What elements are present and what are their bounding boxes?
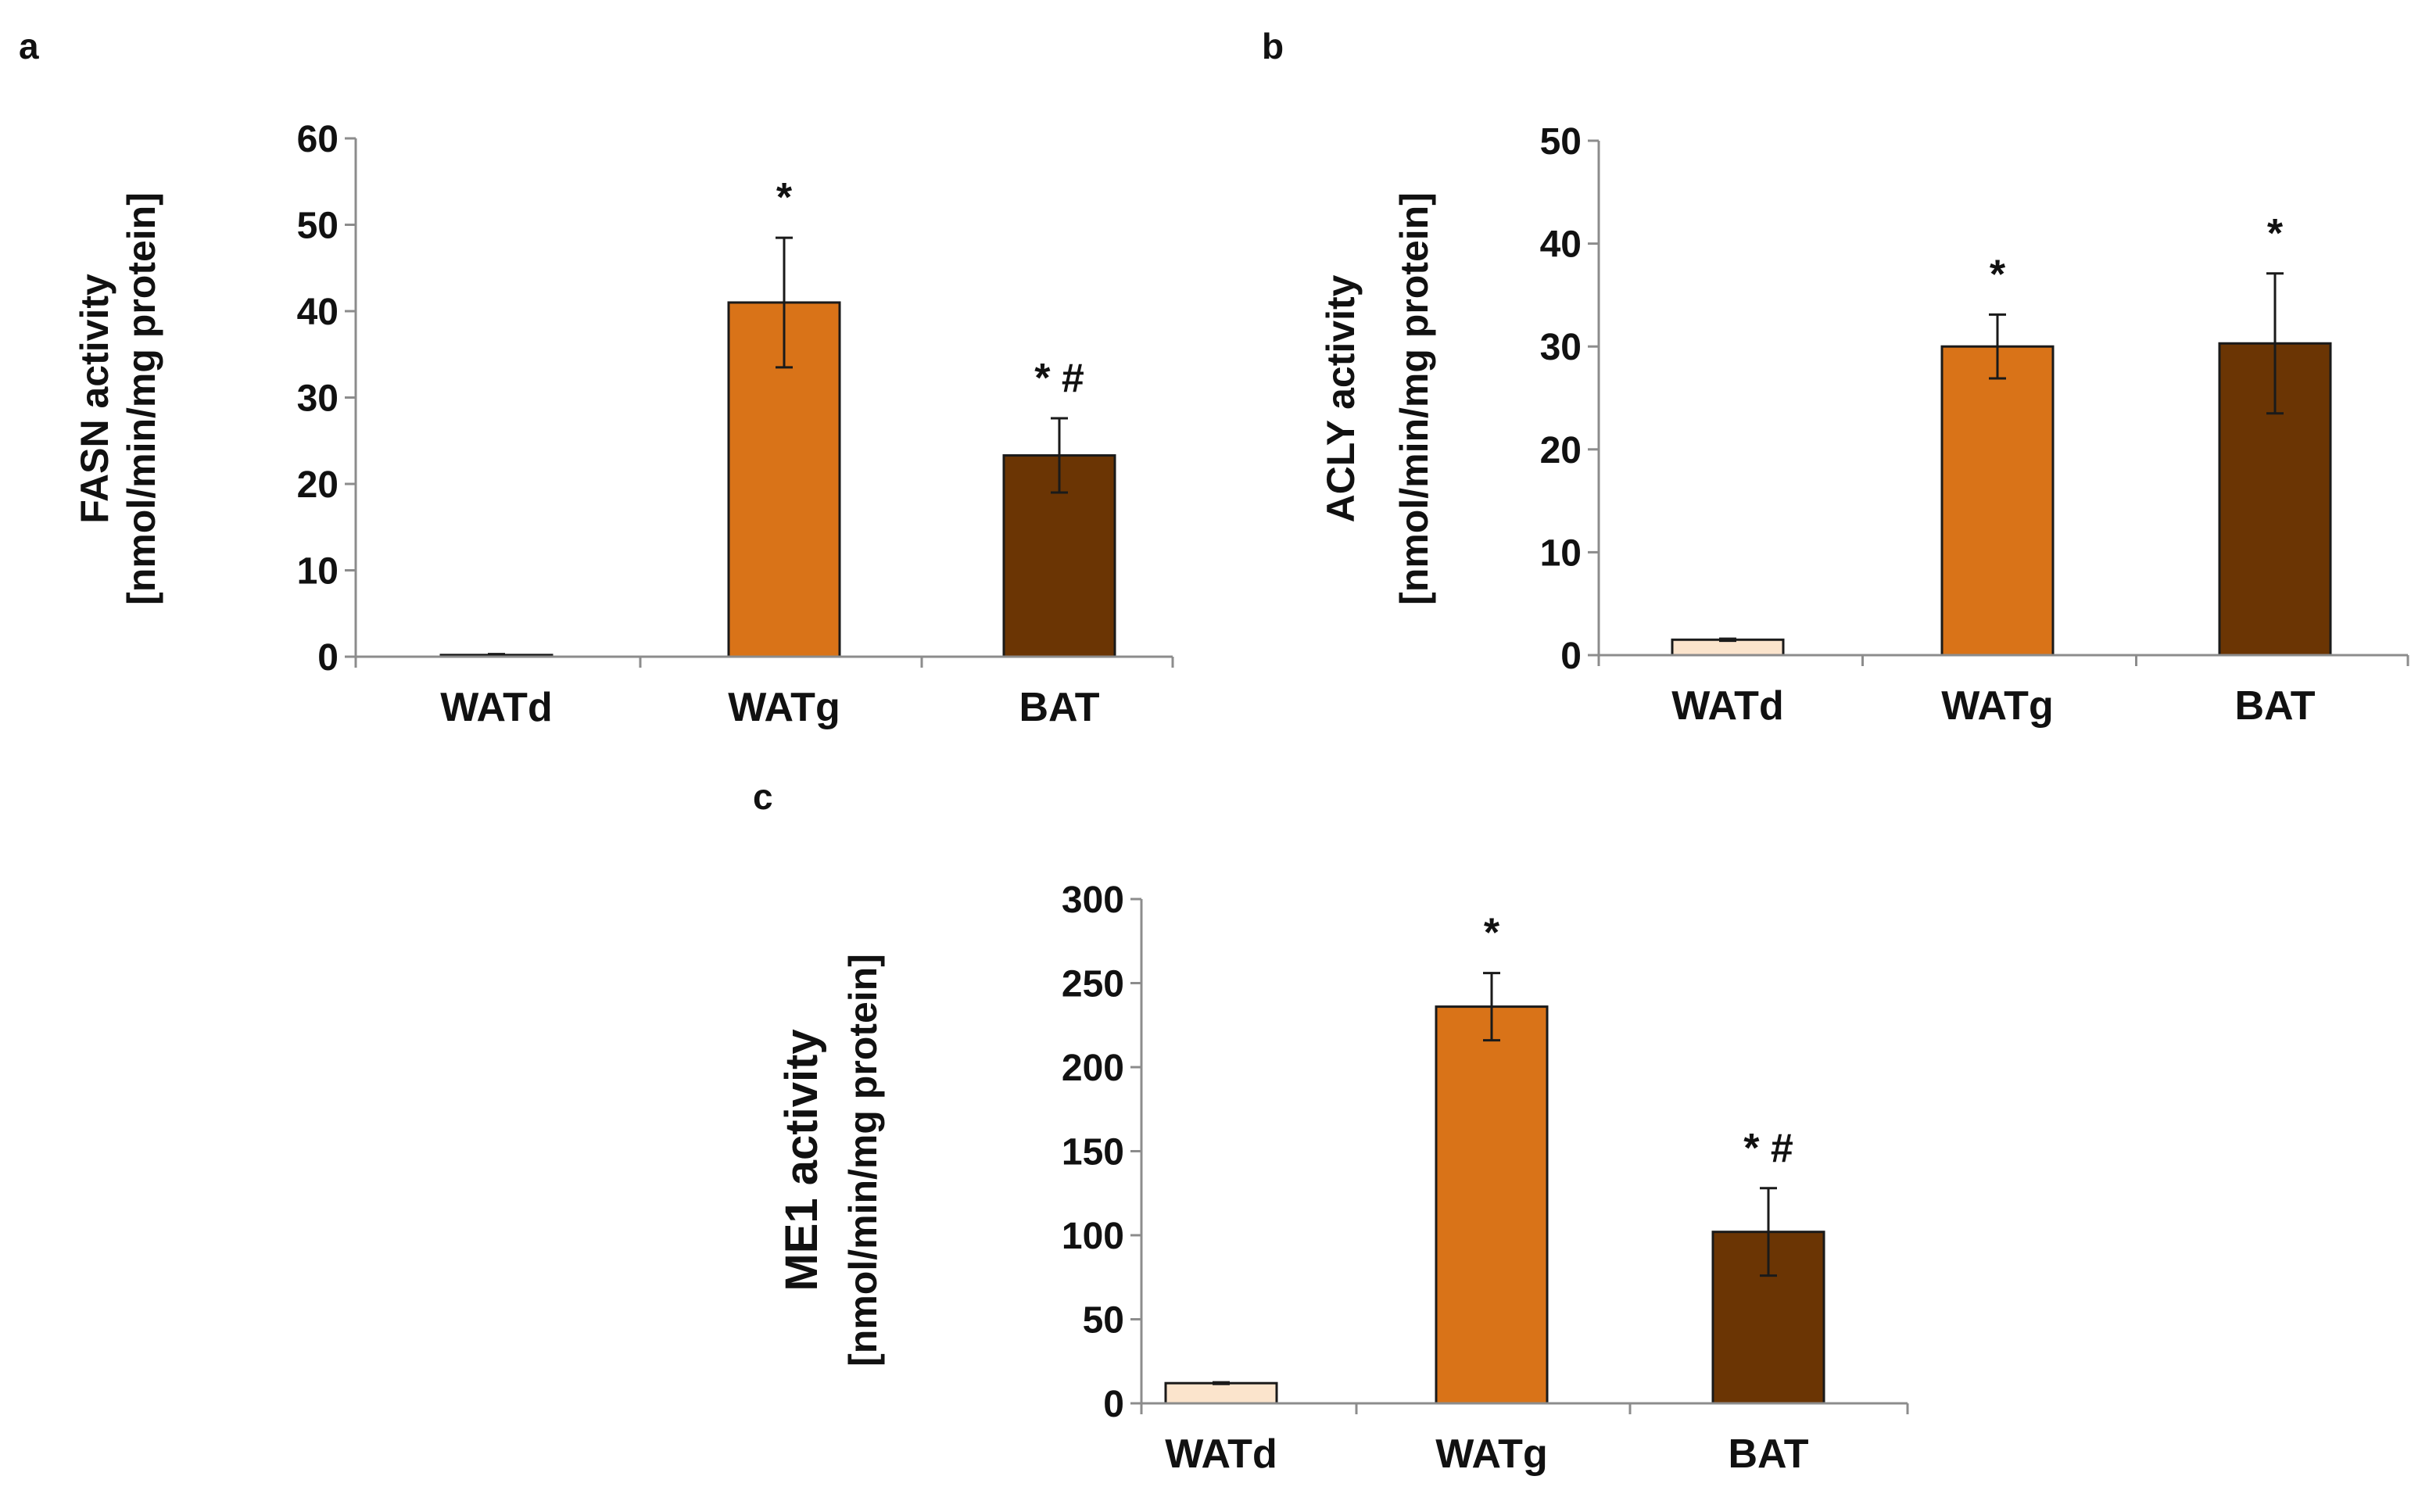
y-axis-unit: [nmol/min/mg protein]: [120, 192, 163, 605]
x-tick-label: WATd: [440, 685, 552, 730]
y-tick-label: 10: [1540, 532, 1582, 574]
y-tick-label: 0: [1560, 636, 1582, 677]
y-ticks: 0 50 100 150 200 250 300: [1062, 880, 1141, 1425]
x-ticks: WATd WATg BAT: [1140, 1403, 1909, 1477]
axes: [354, 138, 1173, 658]
x-tick-label: BAT: [1728, 1431, 1808, 1477]
panel-c: c ME1 activity [nmol/min/mg protein] 0 50…: [753, 776, 1909, 1477]
y-axis-unit: [nmol/min/mg protein]: [1392, 192, 1436, 605]
y-ticks: 0 10 20 30 40 50: [1540, 121, 1599, 677]
x-tick-label: BAT: [2234, 683, 2315, 729]
y-tick-label: 100: [1062, 1216, 1124, 1257]
y-tick-label: 300: [1062, 880, 1124, 921]
bars: * * #: [1164, 911, 1825, 1405]
significance-label: * #: [1034, 356, 1084, 401]
panel-letter: c: [753, 776, 773, 817]
panel-b: b ACLY activity [nmol/min/mg protein] 0 1…: [1262, 26, 2409, 729]
y-tick-label: 20: [297, 464, 339, 506]
y-tick-label: 30: [1540, 327, 1582, 368]
x-tick-label: WATd: [1671, 683, 1783, 729]
y-tick-label: 40: [297, 292, 339, 333]
axes: [1597, 141, 2408, 657]
significance-label: * #: [1743, 1126, 1793, 1171]
x-ticks: WATd WATg BAT: [354, 657, 1174, 730]
significance-label: *: [2267, 211, 2284, 256]
axes: [1140, 899, 1908, 1405]
y-axis-title: ACLY activity: [1319, 274, 1363, 522]
y-tick-label: 250: [1062, 964, 1124, 1005]
y-tick-label: 150: [1062, 1132, 1124, 1173]
y-tick-label: 60: [297, 119, 339, 160]
y-tick-label: 0: [1103, 1384, 1124, 1425]
y-tick-label: 30: [297, 378, 339, 420]
y-axis-title: ME1 activity: [776, 1029, 827, 1291]
y-tick-label: 10: [297, 551, 339, 593]
bar-WATd: [1164, 1381, 1278, 1405]
y-tick-label: 200: [1062, 1048, 1124, 1089]
panel-a: a FASN activity [nmol/min/mg protein] 0 1…: [19, 26, 1174, 730]
y-tick-label: 0: [317, 637, 339, 679]
significance-label: *: [1990, 252, 2006, 297]
y-axis-unit: [nmol/min/mg protein]: [841, 954, 885, 1367]
x-tick-label: WATg: [1941, 683, 2053, 729]
y-tick-label: 20: [1540, 430, 1582, 471]
y-ticks: 0 10 20 30 40 50 60: [297, 119, 356, 679]
y-axis-title: FASN activity: [73, 274, 116, 524]
bars: * * #: [439, 175, 1116, 658]
panel-letter: a: [19, 26, 39, 66]
significance-label: *: [776, 175, 793, 220]
x-tick-label: WATd: [1165, 1431, 1277, 1477]
bar-WATg: [1940, 345, 2055, 657]
bar-WATd: [1671, 638, 1785, 657]
bar-WATg: [1435, 1005, 1549, 1405]
significance-label: *: [1484, 911, 1500, 956]
bars: **: [1671, 211, 2332, 657]
panel-letter: b: [1262, 26, 1284, 66]
x-tick-label: BAT: [1019, 685, 1099, 730]
y-tick-label: 50: [1083, 1300, 1124, 1342]
x-tick-label: WATg: [728, 685, 840, 730]
y-tick-label: 40: [1540, 224, 1582, 266]
x-ticks: WATd WATg BAT: [1597, 655, 2409, 729]
y-tick-label: 50: [297, 206, 339, 247]
y-tick-label: 50: [1540, 121, 1582, 163]
x-tick-label: WATg: [1435, 1431, 1547, 1477]
